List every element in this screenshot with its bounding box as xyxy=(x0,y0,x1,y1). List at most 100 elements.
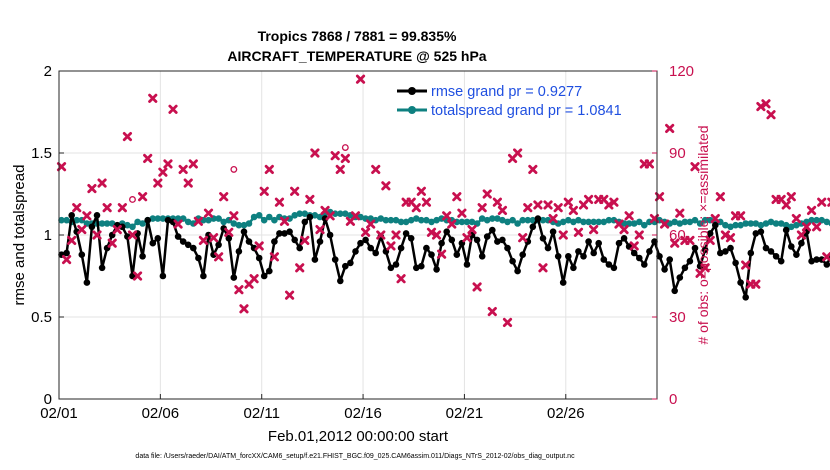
spread-point xyxy=(159,215,167,222)
spread-point xyxy=(154,215,162,222)
obs-assimilated-marker xyxy=(381,181,391,191)
rmse-point xyxy=(68,212,75,219)
obs-assimilated-marker xyxy=(604,200,614,210)
rmse-point xyxy=(184,241,192,249)
y-tick-label: 0 xyxy=(44,391,52,408)
spread-point xyxy=(413,215,420,222)
x-tick-label: 02/16 xyxy=(344,405,382,422)
obs-assimilated-marker xyxy=(660,219,670,229)
obs-assimilated-marker xyxy=(122,132,133,142)
spread-point xyxy=(245,220,253,227)
spread-point xyxy=(149,215,157,222)
rmse-point xyxy=(676,274,684,281)
obs-assimilated-marker xyxy=(817,197,827,207)
obs-assimilated-marker xyxy=(553,203,563,213)
rmse-point xyxy=(483,233,491,240)
obs-assimilated-marker xyxy=(193,216,203,226)
obs-assimilated-marker xyxy=(87,183,97,194)
obs-assimilated-marker xyxy=(573,227,584,237)
obs-possible-marker xyxy=(230,165,238,173)
rmse-point xyxy=(534,215,542,222)
rmse-point xyxy=(433,266,440,273)
obs-assimilated-marker xyxy=(178,164,188,174)
y-right-tick-label: 60 xyxy=(669,227,686,244)
spread-point xyxy=(600,218,608,226)
rmse-point xyxy=(539,235,547,242)
obs-assimilated-marker xyxy=(269,252,279,262)
spread-point xyxy=(407,216,415,224)
rmse-point xyxy=(154,235,162,242)
obs-assimilated-marker xyxy=(305,194,315,205)
obs-assimilated-marker xyxy=(538,263,548,273)
obs-assimilated-marker xyxy=(421,197,432,207)
spread-point xyxy=(73,216,80,224)
obs-assimilated-marker xyxy=(143,153,153,164)
rmse-point xyxy=(83,279,91,286)
obs-assimilated-marker xyxy=(634,230,644,240)
obs-assimilated-marker xyxy=(234,285,244,295)
spread-point xyxy=(630,220,638,227)
rmse-point xyxy=(504,244,511,252)
obs-assimilated-marker xyxy=(102,203,112,213)
rmse-point xyxy=(448,236,456,244)
y-right-tick-label: 0 xyxy=(669,391,677,408)
rmse-point xyxy=(706,230,714,237)
rmse-point xyxy=(149,239,157,247)
rmse-point xyxy=(392,261,400,268)
obs-assimilated-marker xyxy=(264,164,274,174)
obs-assimilated-marker xyxy=(497,205,508,215)
obs-assimilated-marker xyxy=(447,219,457,229)
spread-point xyxy=(129,223,136,231)
spread-point xyxy=(377,215,385,222)
obs-assimilated-marker xyxy=(371,164,381,174)
obs-assimilated-marker xyxy=(619,224,629,235)
spread-point xyxy=(580,218,587,226)
spread-point xyxy=(342,210,349,217)
obs-assimilated-marker xyxy=(710,214,720,224)
spread-point xyxy=(174,215,182,222)
spread-point xyxy=(772,220,780,227)
rmse-point xyxy=(387,264,395,272)
rmse-point xyxy=(590,249,597,257)
rmse-point xyxy=(240,228,248,235)
obs-assimilated-marker xyxy=(97,178,107,188)
obs-assimilated-marker xyxy=(411,203,421,213)
spread-point xyxy=(260,216,268,224)
axis-ticks xyxy=(58,70,657,400)
rmse-point xyxy=(559,279,567,286)
rmse-point xyxy=(174,233,182,240)
rmse-point xyxy=(717,249,724,257)
rmse-point xyxy=(701,246,709,254)
spread-point xyxy=(782,221,790,229)
obs-assimilated-marker xyxy=(806,205,817,215)
spread-point xyxy=(823,218,830,226)
obs-assimilated-marker xyxy=(791,214,801,224)
rmse-point xyxy=(661,266,668,273)
spread-point xyxy=(691,216,699,224)
obs-assimilated-marker xyxy=(224,227,234,237)
obs-assimilated-marker xyxy=(442,211,452,221)
obs-assimilated-marker xyxy=(426,227,437,237)
spread-point xyxy=(423,216,430,224)
obs-assimilated-marker xyxy=(132,271,143,281)
rmse-point xyxy=(271,238,278,245)
rmse-point xyxy=(722,248,729,255)
obs-assimilated-marker xyxy=(62,254,72,265)
rmse-point xyxy=(772,252,780,260)
spread-point xyxy=(58,216,65,224)
rmse-point xyxy=(286,228,293,235)
spread-point xyxy=(382,216,390,224)
obs-assimilated-marker xyxy=(629,241,639,251)
obs-assimilated-marker xyxy=(173,219,183,229)
obs-assimilated-marker xyxy=(822,252,830,262)
spread-point xyxy=(519,216,526,224)
rmse-point xyxy=(752,230,760,237)
obs-assimilated-marker xyxy=(467,224,477,235)
obs-possible-marker xyxy=(129,196,136,203)
spread-point xyxy=(671,218,678,226)
legend: rmse grand pr = 0.9277 totalspread grand… xyxy=(397,84,622,119)
obs-assimilated-marker xyxy=(208,233,219,243)
rmse-point xyxy=(397,244,405,252)
spread-point xyxy=(641,221,648,229)
rmse-point xyxy=(326,231,334,239)
